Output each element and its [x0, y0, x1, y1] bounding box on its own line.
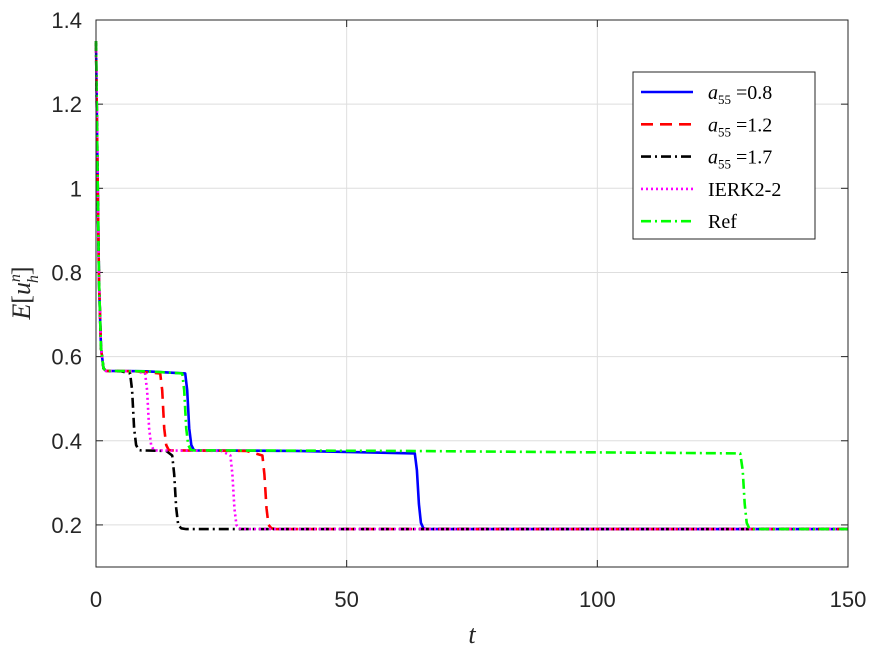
legend: a55 =0.8 a55 =1.2 a55 =1.7 IERK2-2 Ref — [632, 71, 816, 240]
series-group — [94, 40, 848, 531]
y-tick-label: 0.4 — [51, 429, 82, 454]
y-tick-labels: 0.2 0.4 0.6 0.8 1 1.2 1.4 — [51, 8, 82, 538]
legend-entry: a55 =0.8 — [708, 82, 772, 107]
y-tick-label: 1.4 — [51, 8, 82, 33]
x-axis-label: t — [468, 620, 476, 649]
y-tick-label: 0.2 — [51, 513, 82, 538]
x-tick-label: 150 — [830, 587, 867, 612]
y-tick-label: 1 — [70, 176, 82, 201]
y-tick-label: 1.2 — [51, 92, 82, 117]
x-tick-label: 50 — [334, 587, 358, 612]
legend-entry: Ref — [708, 211, 737, 233]
x-tick-label: 100 — [579, 587, 616, 612]
legend-entry: a55 =1.2 — [708, 114, 772, 139]
y-tick-label: 0.6 — [51, 345, 82, 370]
x-tick-labels: 0 50 100 150 — [90, 587, 866, 612]
svg-text:E[unh]: E[unh] — [7, 266, 42, 320]
x-tick-label: 0 — [90, 587, 102, 612]
legend-entry: a55 =1.7 — [708, 147, 772, 172]
y-axis-label: E[unh] — [7, 266, 42, 320]
plot-frame — [95, 19, 849, 568]
legend-entry: IERK2-2 — [708, 179, 781, 201]
y-tick-label: 0.8 — [51, 260, 82, 285]
series-line — [94, 40, 848, 531]
